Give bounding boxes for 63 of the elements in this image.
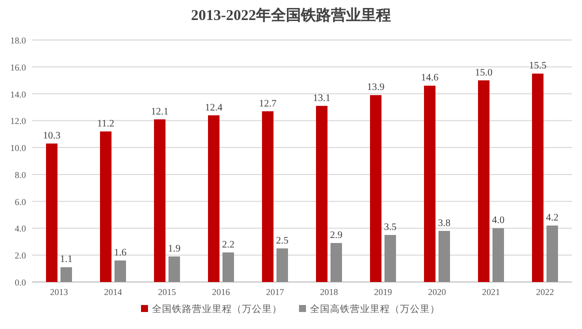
data-label: 13.1: [313, 92, 330, 104]
data-label: 11.2: [97, 118, 114, 130]
data-label: 2.9: [330, 230, 342, 242]
data-label: 4.2: [546, 212, 558, 224]
x-tick-label: 2015: [158, 287, 176, 297]
bar: [546, 226, 558, 282]
data-label: 15.5: [529, 60, 546, 72]
data-label: 2.5: [276, 235, 288, 246]
bar: [222, 252, 234, 282]
bar: [46, 144, 58, 282]
x-tick-label: 2019: [374, 287, 392, 297]
chart-title: 2013-2022年全国铁路营业里程: [191, 7, 391, 24]
y-tick-label: 18.0: [10, 36, 26, 46]
data-label: 14.6: [421, 72, 438, 84]
bar: [370, 95, 382, 282]
bar: [262, 111, 274, 282]
x-tick-label: 2013: [50, 287, 68, 297]
legend-label: 全国高铁营业里程（万公里）: [310, 303, 440, 315]
bar: [276, 248, 288, 282]
x-tick-label: 2022: [536, 287, 554, 297]
x-tick-label: 2018: [320, 287, 338, 297]
bar: [60, 267, 72, 282]
y-tick-label: 12.0: [10, 116, 26, 126]
data-label: 15.0: [475, 67, 492, 78]
data-label: 3.8: [438, 218, 450, 229]
data-label: 12.4: [205, 102, 222, 114]
y-tick-label: 14.0: [10, 89, 26, 100]
bar: [168, 256, 180, 282]
data-label: 12.1: [151, 106, 168, 118]
data-label: 1.9: [168, 243, 180, 254]
bar: [100, 131, 112, 282]
data-label: 2.2: [222, 239, 234, 250]
bar: [384, 234, 396, 282]
x-tick-label: 2017: [266, 287, 284, 297]
data-label: 12.7: [259, 98, 276, 110]
data-label: 1.6: [114, 247, 126, 258]
y-tick-label: 6.0: [14, 196, 26, 207]
y-tick-label: 0.0: [14, 278, 26, 288]
data-label: 3.5: [384, 222, 396, 233]
y-tick-label: 4.0: [14, 224, 26, 234]
bar: [424, 86, 436, 282]
x-tick-label: 2016: [212, 287, 230, 297]
bar: [438, 230, 450, 282]
x-tick-label: 2020: [428, 287, 446, 297]
bar: [114, 260, 126, 282]
bar: [154, 119, 166, 282]
data-label: 10.3: [43, 130, 60, 142]
y-tick-label: 2.0: [14, 250, 26, 261]
bar: [492, 228, 504, 282]
data-label: 1.1: [60, 254, 72, 266]
x-tick-label: 2014: [104, 287, 122, 297]
data-label: 13.9: [367, 82, 384, 94]
y-tick-label: 16.0: [10, 62, 26, 72]
bar: [330, 243, 342, 282]
x-tick-label: 2021: [482, 287, 500, 297]
bar: [478, 80, 490, 282]
y-tick-label: 10.0: [10, 143, 26, 154]
bar: [208, 115, 220, 282]
bar: [316, 106, 328, 282]
bar: [532, 74, 544, 282]
legend-label: 全国铁路营业里程（万公里）: [152, 303, 282, 315]
y-tick-label: 8.0: [14, 170, 26, 180]
data-label: 4.0: [492, 215, 504, 226]
